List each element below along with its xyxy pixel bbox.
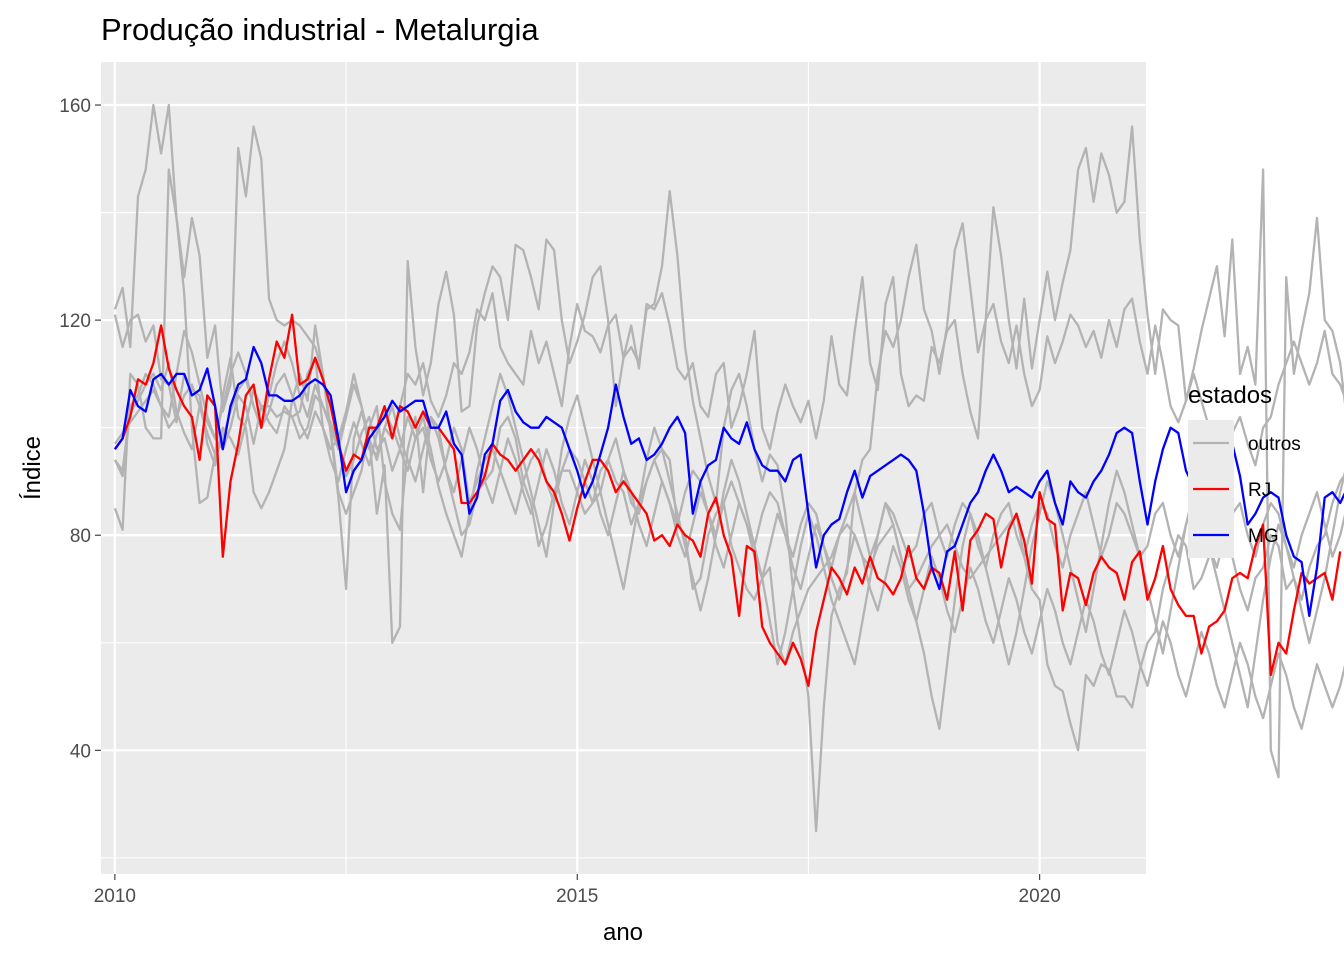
- chart-title: Produção industrial - Metalurgia: [101, 12, 539, 47]
- series-line-mg-0: [113, 345, 1344, 618]
- legend-label-mg: MG: [1248, 526, 1279, 547]
- grid-major: [101, 62, 1146, 874]
- y-tick-label-1: 80: [70, 526, 91, 547]
- series-line-outros-6: [113, 372, 1344, 730]
- x-tick-label-2: 2020: [1019, 886, 1061, 907]
- series-line-outros-7: [113, 329, 1344, 730]
- x-tick-label-0: 2010: [94, 886, 136, 907]
- legend: estados outros RJ MG: [1188, 382, 1301, 558]
- series-line-rj-1: [113, 313, 1342, 687]
- y-tick-label-2: 120: [59, 311, 91, 332]
- y-axis-title: Índice: [19, 436, 46, 500]
- x-axis-title: ano: [603, 919, 643, 946]
- series-layer: [113, 103, 1344, 833]
- legend-label-rj: RJ: [1248, 480, 1271, 501]
- legend-entries: outros RJ MG: [1188, 420, 1301, 558]
- legend-title: estados: [1188, 382, 1272, 409]
- x-axis-ticks: 2010 2015 2020: [94, 874, 1061, 907]
- y-axis-ticks: 40 80 120 160: [59, 96, 101, 762]
- grid-minor: [101, 62, 1146, 874]
- y-tick-label-3: 160: [59, 96, 91, 117]
- legend-label-outros: outros: [1248, 434, 1301, 455]
- x-tick-label-1: 2015: [556, 886, 598, 907]
- y-tick-label-0: 40: [70, 741, 91, 762]
